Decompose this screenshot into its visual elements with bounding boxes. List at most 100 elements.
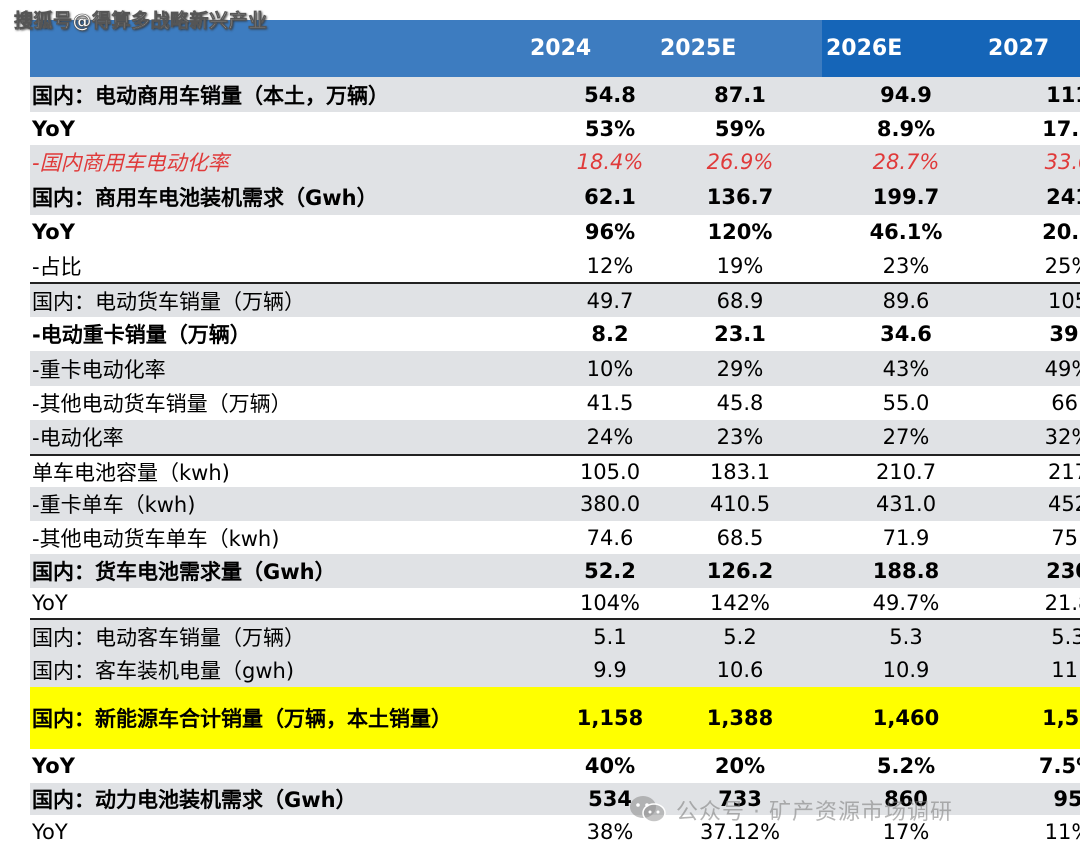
cell-2027: 95 (1053, 787, 1080, 811)
cell-2024: 12% (586, 253, 634, 278)
row-label: 国内：商用车电池装机需求（Gwh） (32, 186, 378, 210)
cell-2025e: 37.12% (699, 820, 781, 844)
cell-2027: 32% (1044, 425, 1080, 449)
cell-2027: 11% (1044, 820, 1080, 844)
row-label: 国内：电动货车销量（万辆） (32, 289, 305, 314)
cell-2025e: 68.9 (716, 288, 764, 313)
cell-2026e: 46.1% (869, 220, 943, 244)
cell-2027: 25% (1044, 253, 1080, 278)
cell-2027: 20.8 (1042, 220, 1080, 244)
cell-2027: 452 (1047, 492, 1080, 516)
cell-2027: 49% (1044, 356, 1080, 381)
table-row: 国内：商用车电池装机需求（Gwh） 62.1 136.7 199.7 241 (30, 179, 1080, 215)
header-year-2025e: 2025E (660, 36, 737, 61)
cell-2024: 10% (586, 356, 634, 381)
cell-2024: 24% (586, 425, 634, 449)
table-row: -重卡单车（kwh) 380.0 410.5 431.0 452 (30, 487, 1080, 521)
row-label: 国内：货车电池需求量（Gwh） (32, 560, 336, 584)
table-row-total: 国内：新能源车合计销量（万辆，本土销量） 1,158 1,388 1,460 1… (30, 687, 1080, 749)
cell-2027: 230 (1046, 559, 1080, 583)
cell-2027: 66. (1051, 391, 1080, 415)
cell-2025e: 10.6 (716, 658, 764, 682)
cell-2025e: 1,388 (706, 706, 774, 730)
cell-2027: 7.5% (1038, 754, 1080, 778)
cell-2025e: 410.5 (709, 492, 771, 516)
header-year-2024: 2024 (530, 36, 592, 61)
cell-2024: 18.4% (576, 150, 644, 174)
table-header: 2024 2025E 2026E 2027 (30, 20, 1080, 77)
cell-2027: 33.0 (1044, 150, 1080, 174)
row-label: -电动化率 (32, 426, 124, 450)
table-row: YoY 40% 20% 5.2% 7.5% (30, 749, 1080, 783)
cell-2026e: 43% (882, 356, 930, 381)
cell-2024: 5.1 (593, 624, 627, 649)
row-label: -占比 (32, 254, 82, 279)
header-year-2027: 2027 (988, 36, 1050, 61)
cell-2025e: 68.5 (716, 525, 764, 550)
table-row: 国内：电动客车销量（万辆） 5.1 5.2 5.3 5.3 (30, 620, 1080, 653)
row-label: 国内：电动客车销量（万辆） (32, 625, 305, 650)
watermark-text: 公众号 · 矿产资源市场调研 (676, 800, 953, 825)
cell-2026e: 49.7% (872, 591, 940, 615)
cell-2026e: 10.9 (882, 658, 930, 682)
row-label: YoY (32, 591, 68, 615)
cell-2024: 53% (584, 116, 636, 141)
cell-2027: 21.8 (1044, 591, 1080, 615)
cell-2027: 75. (1051, 525, 1080, 550)
cell-2025e: 19% (716, 253, 764, 278)
cell-2027: 11. (1051, 658, 1080, 682)
cell-2026e: 5.2% (876, 754, 936, 778)
table-row: 国内：动力电池装机需求（Gwh） 534 733 860 95 (30, 783, 1080, 815)
row-label: 国内：客车装机电量（gwh) (32, 659, 295, 683)
cell-2024: 62.1 (584, 185, 636, 209)
cell-2024: 9.9 (593, 658, 627, 682)
row-label: -其他电动货车单车（kwh) (32, 526, 280, 551)
wechat-icon (630, 796, 666, 823)
cell-2025e: 59% (714, 116, 766, 141)
cell-2024: 534 (588, 787, 632, 811)
row-label: 国内：新能源车合计销量（万辆，本土销量） (32, 707, 452, 731)
row-label: YoY (32, 754, 75, 778)
cell-2026e: 71.9 (882, 525, 930, 550)
cell-2027: 217 (1047, 459, 1080, 484)
table-row: 国内：电动商用车销量（本土，万辆） 54.8 87.1 94.9 111 (30, 77, 1080, 112)
table-row: 国内：客车装机电量（gwh) 9.9 10.6 10.9 11. (30, 653, 1080, 687)
cell-2026e: 5.3 (889, 624, 923, 649)
row-label: -电动重卡销量（万辆） (32, 323, 251, 347)
watermark-bottom: 公众号 · 矿产资源市场调研 (628, 790, 953, 830)
cell-2026e: 8.9% (876, 116, 936, 141)
table-row: -其他电动货车销量（万辆） 41.5 45.8 55.0 66. (30, 386, 1080, 420)
row-label: YoY (32, 820, 68, 844)
table-row: YoY 38% 37.12% 17% 11% (30, 815, 1080, 849)
header-year-2026e: 2026E (826, 36, 903, 61)
cell-2025e: 5.2 (723, 624, 757, 649)
cell-2026e: 199.7 (872, 185, 940, 209)
table-row: YoY 53% 59% 8.9% 17.1 (30, 112, 1080, 145)
cell-2025e: 45.8 (716, 391, 764, 415)
table-row: -国内商用车电动化率 18.4% 26.9% 28.7% 33.0 (30, 145, 1080, 179)
cell-2025e: 142% (709, 591, 771, 615)
row-label: -其他电动货车销量（万辆） (32, 392, 292, 416)
header-highlight-column (822, 20, 1080, 77)
row-label: -国内商用车电动化率 (32, 151, 229, 175)
table-row: YoY 96% 120% 46.1% 20.8 (30, 215, 1080, 249)
row-label: 国内：动力电池装机需求（Gwh） (32, 788, 357, 812)
table-row: -其他电动货车单车（kwh) 74.6 68.5 71.9 75. (30, 521, 1080, 554)
cell-2027: 105 (1047, 288, 1080, 313)
watermark-top: 搜狐号@得算多战略新兴产业 (14, 10, 268, 33)
cell-2026e: 55.0 (882, 391, 930, 415)
cell-2026e: 89.6 (882, 288, 930, 313)
cell-2024: 105.0 (579, 459, 641, 484)
cell-2024: 54.8 (584, 82, 636, 107)
table-row: 国内：货车电池需求量（Gwh） 52.2 126.2 188.8 230 (30, 554, 1080, 588)
cell-2025e: 26.9% (706, 150, 774, 174)
cell-2024: 41.5 (586, 391, 634, 415)
cell-2026e: 34.6 (880, 322, 932, 346)
cell-2026e: 28.7% (872, 150, 940, 174)
cell-2025e: 87.1 (714, 82, 766, 107)
table-row: YoY 104% 142% 49.7% 21.8 (30, 588, 1080, 620)
cell-2025e: 136.7 (706, 185, 774, 209)
cell-2024: 104% (579, 591, 641, 615)
table-row: 单车电池容量（kwh) 105.0 183.1 210.7 217 (30, 454, 1080, 487)
cell-2024: 74.6 (586, 525, 634, 550)
